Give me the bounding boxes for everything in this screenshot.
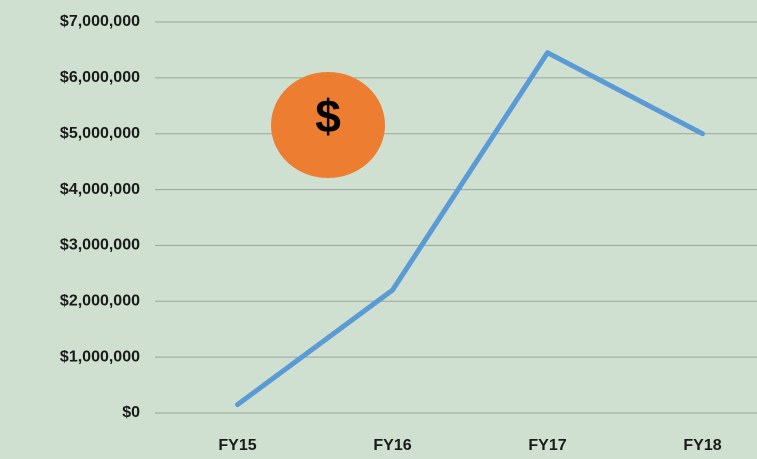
y-tick-label: $2,000,000 bbox=[60, 293, 140, 310]
annotation: $ bbox=[315, 90, 341, 142]
y-tick-label: $4,000,000 bbox=[60, 181, 140, 198]
y-tick-label: $5,000,000 bbox=[60, 125, 140, 142]
x-tick-label: FY16 bbox=[373, 437, 411, 454]
dollar-icon bbox=[271, 72, 385, 178]
y-tick-label: $7,000,000 bbox=[60, 13, 140, 30]
x-tick-label: FY15 bbox=[218, 437, 256, 454]
data-line bbox=[235, 50, 705, 408]
x-tick-label: FY18 bbox=[683, 437, 721, 454]
y-tick-label: $6,000,000 bbox=[60, 69, 140, 86]
y-tick-label: $0 bbox=[122, 404, 140, 421]
y-tick-label: $3,000,000 bbox=[60, 237, 140, 254]
y-tick-label: $1,000,000 bbox=[60, 348, 140, 365]
x-tick-label: FY17 bbox=[528, 437, 566, 454]
